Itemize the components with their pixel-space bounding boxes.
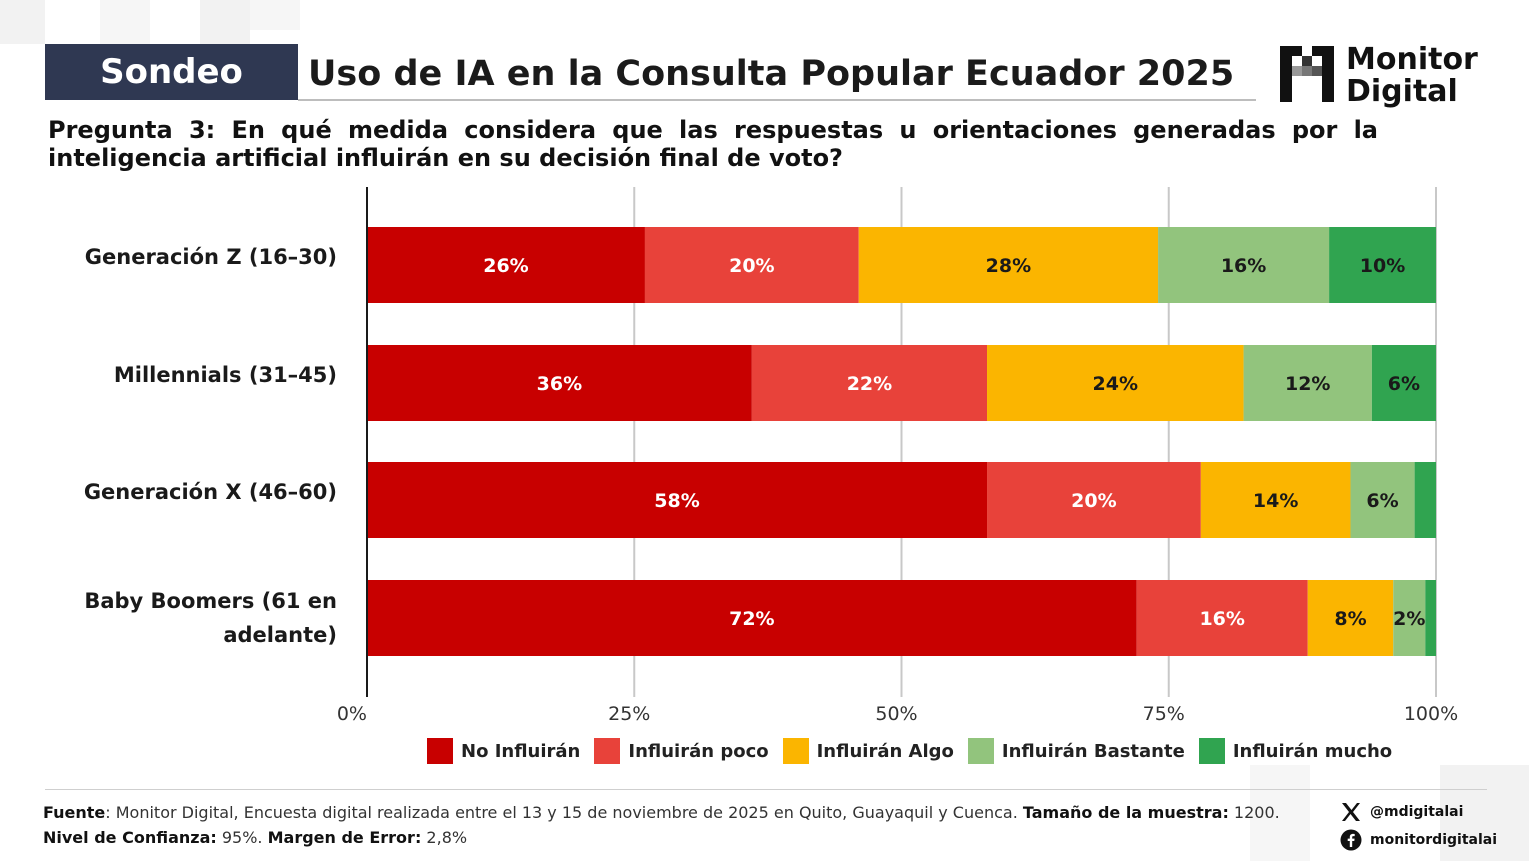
data-label: 12% xyxy=(1285,373,1330,395)
bar-segment xyxy=(987,462,1201,538)
muestra-value: 1200. xyxy=(1228,803,1280,822)
legend-item: Influirán poco xyxy=(594,738,769,764)
data-label: 24% xyxy=(1093,373,1138,395)
legend-item: Influirán mucho xyxy=(1198,738,1393,764)
data-label: 16% xyxy=(1221,255,1266,277)
decorative-square xyxy=(1440,765,1529,861)
confianza-value: 95%. xyxy=(216,828,263,847)
monitor-digital-logo: Monitor Digital xyxy=(1280,44,1490,110)
decorative-square xyxy=(250,0,300,30)
decorative-square xyxy=(0,0,45,44)
decorative-square xyxy=(100,0,150,44)
page-title: Uso de IA en la Consulta Popular Ecuador… xyxy=(308,54,1235,94)
bar-segment xyxy=(644,227,859,303)
bar-segment xyxy=(1329,227,1436,303)
x-logo-icon xyxy=(1340,801,1362,823)
bar-segment xyxy=(1243,345,1372,421)
category-label: Generación X (46–60) xyxy=(84,480,337,504)
legend-swatch xyxy=(427,738,453,764)
bar-segment xyxy=(1158,227,1330,303)
x-tick-label: 75% xyxy=(1143,703,1185,725)
logo-mark-icon xyxy=(1280,46,1334,102)
footer-line-source: Fuente: Monitor Digital, Encuesta digita… xyxy=(43,800,1280,825)
bar-segment xyxy=(367,345,752,421)
legend-swatch xyxy=(594,738,621,764)
data-label: 8% xyxy=(1334,608,1366,630)
x-tick-label: 25% xyxy=(608,703,650,725)
category-label: adelante) xyxy=(223,623,337,647)
data-label: 6% xyxy=(1388,373,1420,395)
x-link[interactable]: @mdigitalai xyxy=(1340,798,1497,826)
bar-segment xyxy=(1425,580,1436,656)
data-label: 16% xyxy=(1199,608,1244,630)
bar-segment xyxy=(1136,580,1308,656)
legend-item: Influirán Algo xyxy=(782,738,954,764)
facebook-link[interactable]: monitordigitalai xyxy=(1340,826,1497,854)
sondeo-tag: Sondeo xyxy=(45,44,298,100)
data-label: 6% xyxy=(1366,490,1398,512)
decorative-square xyxy=(1250,765,1310,861)
bar-segment xyxy=(1371,345,1436,421)
legend-swatch xyxy=(1198,738,1225,764)
data-label: 26% xyxy=(483,255,528,277)
bar-segment xyxy=(367,227,645,303)
legend-label: Influirán mucho xyxy=(1232,740,1393,762)
data-label: 22% xyxy=(847,373,892,395)
legend-label: Influirán Bastante xyxy=(1001,740,1185,762)
data-label: 28% xyxy=(986,255,1031,277)
footer-line-confidence: Nivel de Confianza: 95%. Margen de Error… xyxy=(43,825,1280,850)
footer-divider xyxy=(45,789,1487,790)
confianza-label: Nivel de Confianza: xyxy=(43,828,217,847)
footer-notes: Fuente: Monitor Digital, Encuesta digita… xyxy=(43,800,1280,850)
data-label: 72% xyxy=(729,608,774,630)
header-divider xyxy=(298,99,1256,101)
data-label: 2% xyxy=(1393,608,1425,630)
bar-segment xyxy=(751,345,988,421)
bar-segment xyxy=(1393,580,1426,656)
data-label: 10% xyxy=(1360,255,1405,277)
bar-segment xyxy=(1414,462,1436,538)
chart-legend: No Influirán Influirán poco Influirán Algo… xyxy=(427,738,1406,764)
legend-item: No Influirán xyxy=(427,738,580,764)
bar-segment xyxy=(367,580,1137,656)
question-text: Pregunta 3: En qué medida considera que … xyxy=(48,116,1378,172)
bar-segment xyxy=(367,462,988,538)
legend-swatch xyxy=(782,738,809,764)
bar-segment xyxy=(987,345,1244,421)
fuente-label: Fuente xyxy=(43,803,106,822)
logo-text-line1: Monitor xyxy=(1346,42,1478,77)
bar-segment xyxy=(1200,462,1351,538)
bar-segment xyxy=(1307,580,1394,656)
x-tick-label: 50% xyxy=(875,703,917,725)
logo-text-line2: Digital xyxy=(1346,74,1458,109)
error-label: Margen de Error: xyxy=(267,828,422,847)
facebook-handle: monitordigitalai xyxy=(1370,832,1498,848)
data-label: 36% xyxy=(537,373,582,395)
legend-swatch xyxy=(967,738,994,764)
data-label: 20% xyxy=(1071,490,1116,512)
category-label: Generación Z (16–30) xyxy=(85,245,337,269)
data-label: 20% xyxy=(729,255,774,277)
legend-item: Influirán Bastante xyxy=(967,738,1185,764)
decorative-square xyxy=(200,0,250,44)
error-value: 2,8% xyxy=(421,828,468,847)
x-tick-label: 100% xyxy=(1404,703,1458,725)
fuente-text: : Monitor Digital, Encuesta digital real… xyxy=(105,803,1018,822)
social-links: @mdigitalai monitordigitalai xyxy=(1340,798,1497,854)
bar-segment xyxy=(858,227,1159,303)
legend-label: No Influirán xyxy=(461,740,581,762)
x-tick-label: 0% xyxy=(337,703,367,725)
legend-label: Influirán Algo xyxy=(816,740,954,762)
bar-segment xyxy=(1350,462,1415,538)
category-label: Baby Boomers (61 en xyxy=(84,589,337,613)
legend-label: Influirán poco xyxy=(628,740,769,762)
category-label: Millennials (31–45) xyxy=(114,363,337,387)
facebook-icon xyxy=(1340,829,1362,851)
x-handle: @mdigitalai xyxy=(1370,804,1464,820)
data-label: 14% xyxy=(1253,490,1298,512)
muestra-label: Tamaño de la muestra: xyxy=(1022,803,1229,822)
data-label: 58% xyxy=(654,490,699,512)
